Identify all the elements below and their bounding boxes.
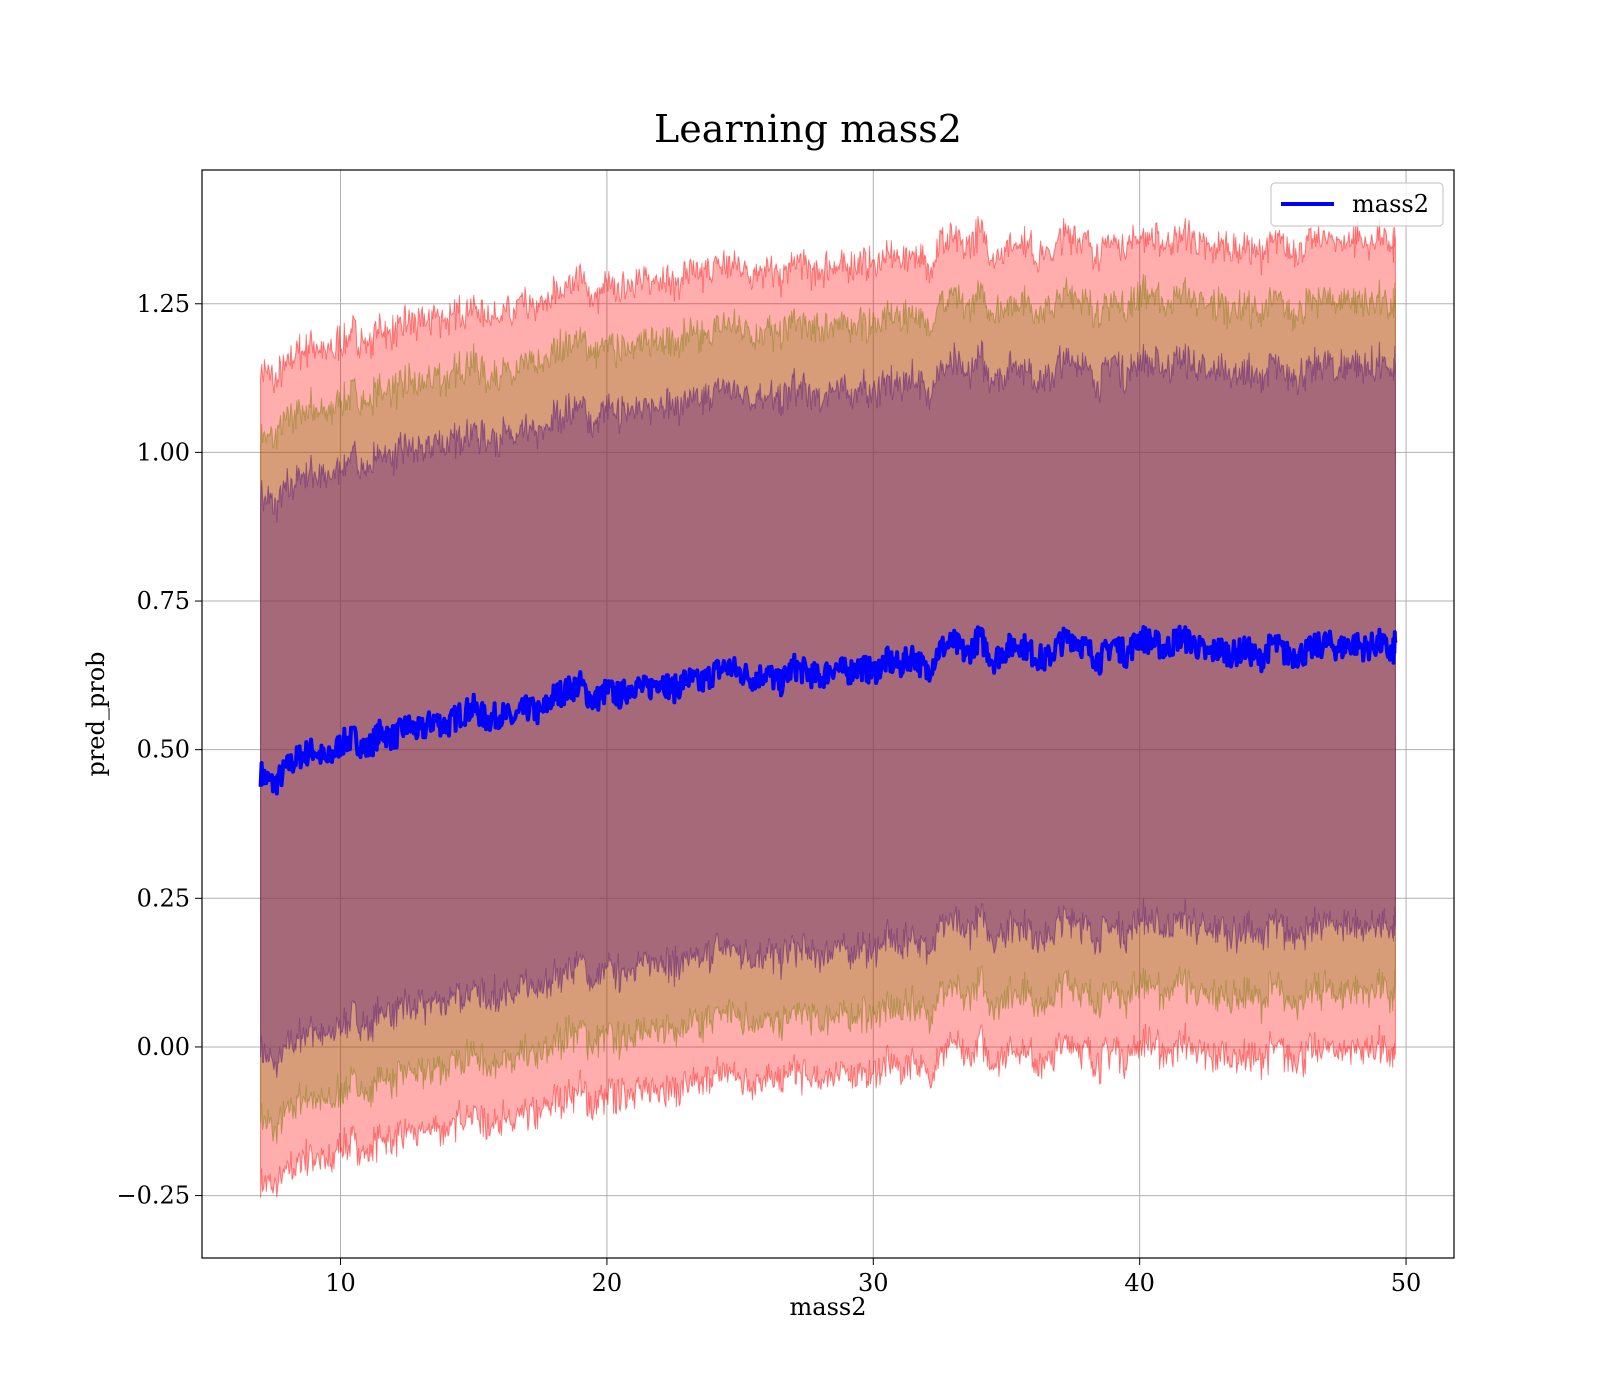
chart-title: Learning mass2	[654, 107, 962, 151]
x-tick-label: 50	[1391, 1269, 1422, 1297]
y-ticks: −0.25 0.00 0.25 0.50 0.75 1.00 1.25	[116, 290, 202, 1210]
legend: mass2	[1270, 182, 1444, 227]
x-ticks: 10 20 30 40 50	[325, 1258, 1421, 1297]
confidence-band	[260, 216, 1396, 1198]
x-tick-label: 30	[858, 1269, 889, 1297]
confidence-bands	[260, 216, 1396, 1198]
x-axis-label: mass2	[790, 1293, 867, 1321]
confidence-band	[260, 339, 1396, 1078]
legend-label-mass2: mass2	[1352, 190, 1429, 218]
y-tick-label: 0.50	[137, 736, 190, 764]
y-tick-label: −0.25	[116, 1182, 190, 1210]
x-tick-label: 10	[325, 1269, 356, 1297]
x-tick-label: 20	[592, 1269, 623, 1297]
plot-area	[202, 170, 1454, 1258]
y-axis-label: pred_prob	[82, 651, 110, 776]
grid-lines	[202, 170, 1454, 1258]
y-tick-label: 0.25	[137, 884, 190, 912]
x-tick-label: 40	[1124, 1269, 1155, 1297]
plot-frame	[201, 169, 1455, 1259]
series-line-mass2	[258, 624, 1398, 796]
y-tick-label: 1.25	[137, 290, 190, 318]
series-lines	[258, 624, 1398, 796]
y-tick-label: 1.00	[137, 438, 190, 466]
y-tick-label: 0.00	[137, 1033, 190, 1061]
y-tick-label: 0.75	[137, 587, 190, 615]
legend-box	[1270, 182, 1444, 227]
